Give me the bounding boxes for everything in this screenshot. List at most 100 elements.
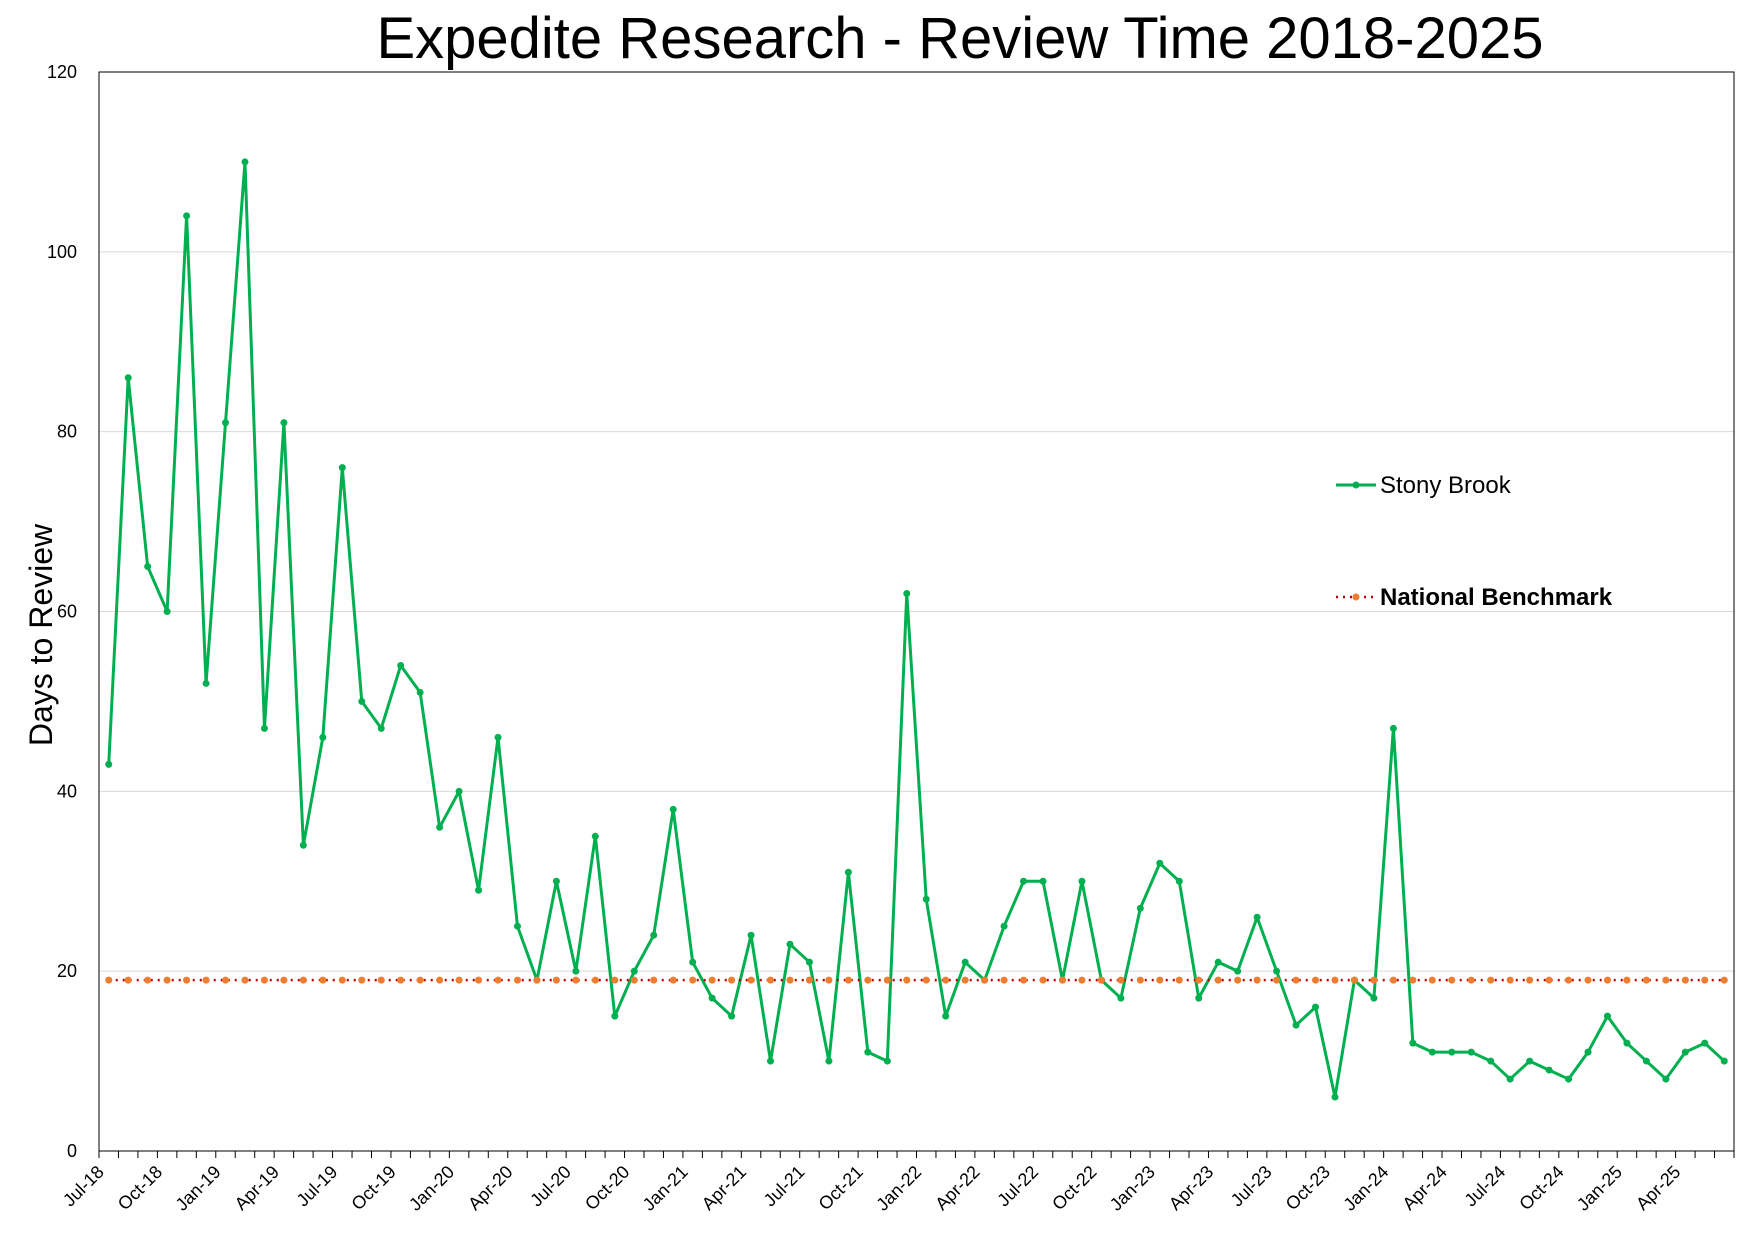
data-point-stony-brook: [1642, 1057, 1650, 1065]
data-point-stony-brook: [1545, 1066, 1553, 1074]
data-point-national-benchmark: [650, 976, 658, 984]
data-point-national-benchmark: [728, 976, 736, 984]
x-tick-label: Oct-21: [815, 1162, 867, 1214]
x-tick-label: Oct-18: [114, 1162, 166, 1214]
data-point-stony-brook: [961, 958, 969, 966]
data-point-national-benchmark: [1642, 976, 1650, 984]
data-point-national-benchmark: [144, 976, 152, 984]
data-point-national-benchmark: [280, 976, 288, 984]
data-point-national-benchmark: [786, 976, 794, 984]
data-point-national-benchmark: [241, 976, 249, 984]
data-point-stony-brook: [767, 1057, 775, 1065]
data-point-stony-brook: [1136, 904, 1144, 912]
data-point-national-benchmark: [1467, 976, 1475, 984]
data-point-national-benchmark: [416, 976, 424, 984]
data-point-national-benchmark: [961, 976, 969, 984]
data-point-stony-brook: [260, 724, 268, 732]
data-point-stony-brook: [1623, 1039, 1631, 1047]
x-tick-label: Jan-20: [405, 1162, 458, 1215]
data-point-stony-brook: [1195, 994, 1203, 1002]
legend-label-stony-brook: Stony Brook: [1380, 472, 1512, 499]
x-tick-label: Jul-24: [1460, 1162, 1509, 1211]
data-point-national-benchmark: [981, 976, 989, 984]
data-point-national-benchmark: [475, 976, 483, 984]
data-point-national-benchmark: [903, 976, 911, 984]
data-point-national-benchmark: [1058, 976, 1066, 984]
data-point-national-benchmark: [1234, 976, 1242, 984]
data-point-national-benchmark: [358, 976, 366, 984]
data-point-stony-brook: [669, 805, 677, 813]
data-point-stony-brook: [630, 967, 638, 975]
data-point-national-benchmark: [1078, 976, 1086, 984]
data-point-national-benchmark: [202, 976, 210, 984]
data-point-stony-brook: [1370, 994, 1378, 1002]
x-tick-label: Apr-19: [231, 1162, 283, 1214]
data-point-stony-brook: [1487, 1057, 1495, 1065]
data-point-national-benchmark: [319, 976, 327, 984]
data-point-national-benchmark: [864, 976, 872, 984]
gridlines: [99, 71, 1734, 972]
data-point-stony-brook: [1526, 1057, 1534, 1065]
data-point-national-benchmark: [163, 976, 171, 984]
data-point-stony-brook: [163, 608, 171, 615]
data-point-stony-brook: [144, 563, 152, 571]
data-point-stony-brook: [825, 1057, 833, 1065]
data-point-stony-brook: [1020, 877, 1028, 885]
data-point-stony-brook: [922, 895, 930, 903]
data-point-stony-brook: [280, 419, 288, 427]
data-point-stony-brook: [1720, 1057, 1728, 1065]
x-tick-label: Jul-22: [993, 1162, 1042, 1211]
y-tick-label: 40: [57, 781, 77, 801]
x-tick-label: Jul-18: [59, 1162, 108, 1211]
data-point-national-benchmark: [513, 976, 521, 984]
data-point-national-benchmark: [222, 976, 230, 984]
x-tick-label: Apr-22: [931, 1162, 983, 1214]
data-point-stony-brook: [1253, 913, 1261, 921]
data-point-stony-brook: [747, 931, 755, 939]
data-point-national-benchmark: [494, 976, 502, 984]
data-point-national-benchmark: [1097, 976, 1105, 984]
data-point-national-benchmark: [1195, 976, 1203, 984]
data-point-stony-brook: [591, 832, 599, 840]
data-point-national-benchmark: [1156, 976, 1164, 984]
data-point-national-benchmark: [669, 976, 677, 984]
data-point-stony-brook: [883, 1057, 891, 1065]
data-point-stony-brook: [1078, 877, 1086, 885]
data-point-stony-brook: [1389, 724, 1397, 732]
series-stony-brook: [105, 158, 1728, 1101]
x-tick-label: Oct-20: [581, 1162, 633, 1214]
data-point-stony-brook: [552, 877, 560, 885]
x-tick-label: Oct-22: [1048, 1162, 1100, 1214]
data-point-national-benchmark: [1253, 976, 1261, 984]
data-point-stony-brook: [1681, 1048, 1689, 1056]
data-point-national-benchmark: [1312, 976, 1320, 984]
x-tick-label: Oct-24: [1515, 1162, 1567, 1214]
y-tick-label: 100: [47, 242, 77, 262]
data-point-national-benchmark: [1214, 976, 1222, 984]
data-point-national-benchmark: [1292, 976, 1300, 984]
data-point-stony-brook: [319, 733, 327, 741]
data-point-stony-brook: [942, 1012, 950, 1020]
legend-swatch-stony-brook-marker: [1352, 481, 1360, 489]
data-point-national-benchmark: [1506, 976, 1514, 984]
data-point-national-benchmark: [1545, 976, 1553, 984]
data-point-stony-brook: [1000, 922, 1008, 930]
data-point-stony-brook: [1273, 967, 1281, 975]
data-point-stony-brook: [1506, 1075, 1514, 1083]
data-point-stony-brook: [1156, 859, 1164, 867]
legend: Stony Brook National Benchmark: [1336, 472, 1613, 611]
data-point-national-benchmark: [922, 976, 930, 984]
data-point-national-benchmark: [1136, 976, 1144, 984]
data-point-national-benchmark: [1039, 976, 1047, 984]
data-point-national-benchmark: [1175, 976, 1183, 984]
x-tick-label: Jan-23: [1106, 1162, 1159, 1215]
data-point-stony-brook: [1117, 994, 1125, 1002]
data-point-stony-brook: [650, 931, 658, 939]
x-tick-label: Apr-20: [464, 1162, 516, 1214]
data-point-national-benchmark: [591, 976, 599, 984]
data-point-stony-brook: [299, 841, 307, 849]
data-point-stony-brook: [183, 212, 191, 220]
data-point-stony-brook: [416, 688, 424, 696]
data-point-stony-brook: [1331, 1093, 1339, 1101]
